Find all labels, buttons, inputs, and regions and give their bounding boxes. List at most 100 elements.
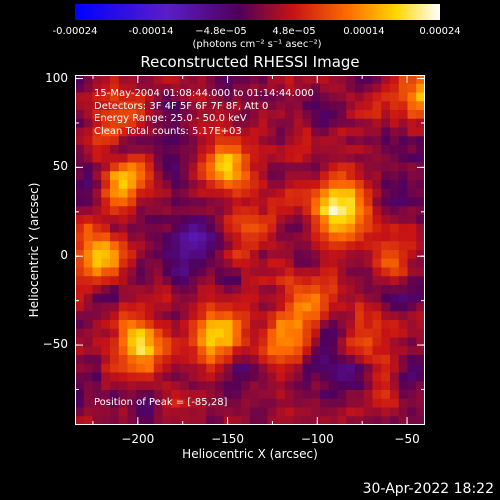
heatmap-cell bbox=[276, 241, 286, 251]
heatmap-cell bbox=[302, 258, 312, 268]
heatmap-cell bbox=[197, 127, 207, 137]
heatmap-cell bbox=[258, 407, 268, 417]
heatmap-cell bbox=[136, 153, 146, 163]
heatmap-cell bbox=[390, 232, 400, 242]
heatmap-cell bbox=[92, 293, 102, 303]
heatmap-cell bbox=[293, 92, 303, 102]
heatmap-cell bbox=[180, 337, 190, 347]
heatmap-cell bbox=[407, 223, 417, 233]
heatmap-cell bbox=[180, 232, 190, 242]
heatmap-cell bbox=[355, 407, 365, 417]
heatmap-cell bbox=[188, 188, 198, 198]
heatmap-cell bbox=[92, 188, 102, 198]
heatmap-cell bbox=[162, 363, 172, 373]
heatmap-cell bbox=[398, 302, 408, 312]
heatmap-cell bbox=[381, 337, 391, 347]
heatmap-cell bbox=[136, 83, 146, 93]
heatmap-cell bbox=[188, 293, 198, 303]
heatmap-cell bbox=[92, 180, 102, 190]
heatmap-cell bbox=[206, 302, 216, 312]
heatmap-cell bbox=[250, 346, 260, 356]
heatmap-cell bbox=[162, 223, 172, 233]
heatmap-cell bbox=[127, 381, 137, 391]
heatmap-cell bbox=[398, 267, 408, 277]
heatmap-cell bbox=[390, 162, 400, 172]
heatmap-cell bbox=[293, 188, 303, 198]
heatmap-cell bbox=[92, 416, 102, 425]
heatmap-cell bbox=[346, 92, 356, 102]
heatmap-cell bbox=[302, 241, 312, 251]
heatmap-cell bbox=[293, 153, 303, 163]
heatmap-cell bbox=[390, 267, 400, 277]
heatmap-cell bbox=[145, 162, 155, 172]
heatmap-cell bbox=[346, 153, 356, 163]
heatmap-cell bbox=[118, 328, 128, 338]
heatmap-cell bbox=[302, 293, 312, 303]
heatmap-cell bbox=[407, 346, 417, 356]
heatmap-cell bbox=[250, 223, 260, 233]
heatmap-cell bbox=[250, 320, 260, 330]
heatmap-cell bbox=[188, 92, 198, 102]
heatmap-cell bbox=[145, 188, 155, 198]
heatmap-cell bbox=[145, 250, 155, 260]
heatmap-cell bbox=[215, 83, 225, 93]
heatmap-cell bbox=[153, 241, 163, 251]
heatmap-cell bbox=[250, 232, 260, 242]
heatmap-cell bbox=[232, 241, 242, 251]
heatmap-cell bbox=[328, 407, 338, 417]
heatmap-cell bbox=[320, 188, 330, 198]
heatmap-cell bbox=[92, 328, 102, 338]
heatmap-cell bbox=[381, 101, 391, 111]
heatmap-cell bbox=[171, 215, 181, 225]
heatmap-cell bbox=[232, 416, 242, 425]
heatmap-cell bbox=[346, 381, 356, 391]
heatmap-cell bbox=[276, 92, 286, 102]
heatmap-cell bbox=[215, 215, 225, 225]
heatmap-cell bbox=[355, 398, 365, 408]
heatmap-cell bbox=[267, 407, 277, 417]
heatmap-cell bbox=[250, 92, 260, 102]
heatmap-cell bbox=[101, 407, 111, 417]
heatmap-cell bbox=[258, 363, 268, 373]
heatmap-cell bbox=[83, 390, 93, 400]
heatmap-cell bbox=[320, 83, 330, 93]
heatmap-cell bbox=[398, 92, 408, 102]
heatmap-cell bbox=[75, 398, 85, 408]
heatmap-cell bbox=[118, 416, 128, 425]
heatmap-cell bbox=[197, 83, 207, 93]
heatmap-cell bbox=[398, 276, 408, 286]
heatmap-cell bbox=[293, 293, 303, 303]
heatmap-cell bbox=[188, 302, 198, 312]
heatmap-cell bbox=[206, 241, 216, 251]
heatmap-cell bbox=[75, 101, 85, 111]
heatmap-cell bbox=[416, 232, 425, 242]
heatmap-cell bbox=[311, 136, 321, 146]
heatmap-cell bbox=[153, 232, 163, 242]
heatmap-cell bbox=[372, 328, 382, 338]
heatmap-cell bbox=[267, 250, 277, 260]
heatmap-cell bbox=[223, 416, 233, 425]
heatmap-cell bbox=[390, 381, 400, 391]
heatmap-cell bbox=[250, 127, 260, 137]
heatmap-cell bbox=[363, 197, 373, 207]
heatmap-cell bbox=[180, 171, 190, 181]
heatmap-cell bbox=[328, 302, 338, 312]
heatmap-cell bbox=[398, 407, 408, 417]
heatmap-cell bbox=[267, 171, 277, 181]
heatmap-cell bbox=[390, 145, 400, 155]
heatmap-cell bbox=[258, 83, 268, 93]
heatmap-cell bbox=[372, 390, 382, 400]
heatmap-cell bbox=[311, 390, 321, 400]
heatmap-cell bbox=[145, 293, 155, 303]
heatmap-cell bbox=[153, 363, 163, 373]
heatmap-cell bbox=[390, 302, 400, 312]
heatmap-cell bbox=[293, 162, 303, 172]
heatmap-cell bbox=[372, 127, 382, 137]
heatmap-cell bbox=[320, 136, 330, 146]
heatmap-cell bbox=[381, 407, 391, 417]
heatmap-cell bbox=[372, 416, 382, 425]
heatmap-cell bbox=[285, 363, 295, 373]
heatmap-cell bbox=[320, 372, 330, 382]
heatmap-cell bbox=[145, 232, 155, 242]
heatmap-cell bbox=[311, 328, 321, 338]
